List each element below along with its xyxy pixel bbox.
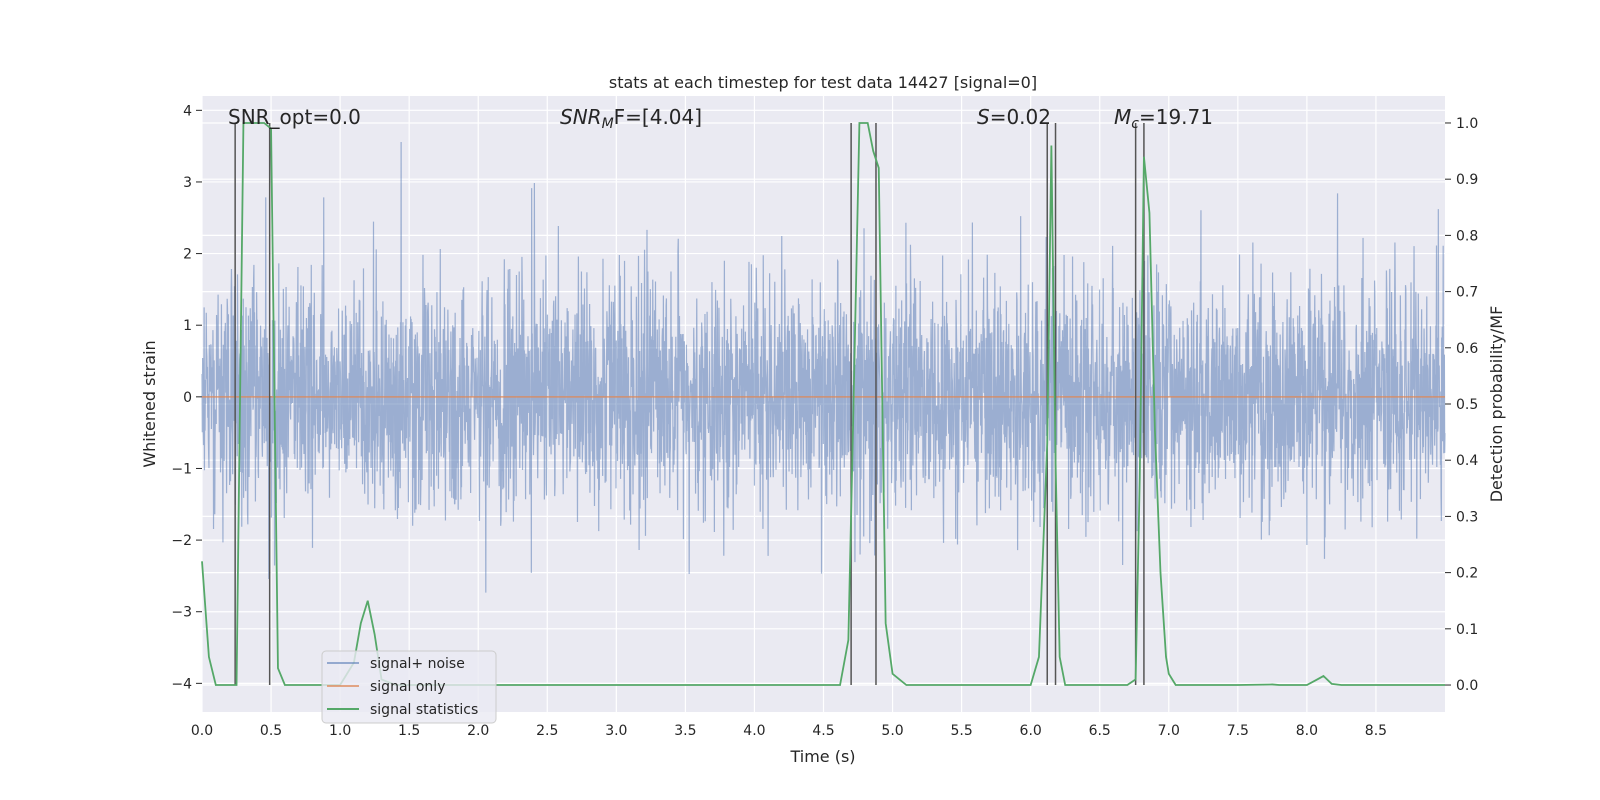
- annotation-mc-main: M: [1114, 105, 1131, 129]
- x-tick-label: 6.5: [1089, 723, 1111, 739]
- y-tick-label: −3: [171, 605, 192, 621]
- annotation-s-rest: =0.02: [990, 105, 1051, 129]
- x-tick-label: 4.0: [743, 723, 765, 739]
- annotation-snr-mf: SNRMF=[4.04]: [560, 105, 702, 132]
- x-tick-label: 2.0: [467, 723, 489, 739]
- statistics-series: [201, 122, 1445, 686]
- legend-label-signal: signal only: [370, 679, 445, 695]
- y-tick-label: −1: [171, 461, 192, 477]
- annotation-mc-sub: c: [1131, 116, 1139, 132]
- x-tick-label: 5.0: [881, 723, 903, 739]
- x-tick-label: 0.0: [191, 723, 213, 739]
- statistics-line: [201, 122, 1445, 686]
- y2-tick-label: 0.2: [1456, 566, 1478, 582]
- annotation-s-main: S: [977, 105, 990, 129]
- annotation-mc: Mc=19.71: [1114, 105, 1213, 132]
- annotation-snr-mf-main: SNR: [560, 105, 602, 129]
- x-tick-label: 7.0: [1158, 723, 1180, 739]
- legend-label-noise: signal+ noise: [370, 656, 465, 672]
- y-tick-labels: −4 −3 −2 −1 0 1 2 3 4: [171, 103, 192, 692]
- annotation-snr-mf-sub: M: [602, 116, 614, 132]
- legend-box: [321, 650, 497, 724]
- noise-line: [201, 142, 1446, 593]
- y2-tick-label: 1.0: [1456, 116, 1478, 132]
- y-tick-label: 3: [183, 175, 192, 191]
- x-tick-label: 8.5: [1365, 723, 1387, 739]
- x-tick-label: 3.5: [674, 723, 696, 739]
- annotation-s: S=0.02: [977, 105, 1051, 129]
- annotation-mc-rest: =19.71: [1139, 105, 1213, 129]
- y-tick-label: 4: [183, 103, 192, 119]
- x-tick-label: 5.5: [950, 723, 972, 739]
- annotation-snr-mf-rest: F=[4.04]: [614, 105, 702, 129]
- y2-tick-label: 0.3: [1456, 509, 1478, 525]
- y2-axis-label: Detection probability/MF: [1487, 306, 1506, 503]
- y2-tick-label: 0.4: [1456, 453, 1478, 469]
- x-axis-label: Time (s): [789, 747, 855, 766]
- chart-title: stats at each timestep for test data 144…: [609, 73, 1037, 92]
- noise-series: [201, 142, 1446, 593]
- y2-tick-label: 0.0: [1456, 678, 1478, 694]
- legend-label-statistics: signal statistics: [370, 702, 478, 718]
- x-tick-label: 3.0: [605, 723, 627, 739]
- x-tick-label: 2.5: [536, 723, 558, 739]
- y2-tick-label: 0.7: [1456, 285, 1478, 301]
- x-tick-label: 1.0: [329, 723, 351, 739]
- x-tick-labels: 0.0 0.5 1.0 1.5 2.0 2.5 3.0 3.5 4.0 4.5 5.0 5.5 6.0 6…: [191, 723, 1387, 739]
- y2-tick-label: 0.6: [1456, 341, 1478, 357]
- y2-tick-label: 0.9: [1456, 172, 1478, 188]
- x-tick-label: 1.5: [398, 723, 420, 739]
- y2-tick-labels: 0.0 0.1 0.2 0.3 0.4 0.5 0.6 0.7 0.8 0.9 1.0: [1456, 116, 1478, 694]
- annotation-snr-opt: SNR_opt=0.0: [228, 105, 361, 129]
- y-tick-label: 1: [183, 318, 192, 334]
- y2-tick-label: 0.1: [1456, 622, 1478, 638]
- legend: signal+ noise signal only signal statist…: [321, 650, 497, 724]
- x-tick-label: 6.0: [1020, 723, 1042, 739]
- y-tick-label: −4: [171, 676, 192, 692]
- y-tick-label: 0: [183, 390, 192, 406]
- y2-tick-label: 0.8: [1456, 228, 1478, 244]
- x-tick-label: 7.5: [1227, 723, 1249, 739]
- x-tick-label: 0.5: [260, 723, 282, 739]
- y-tick-label: 2: [183, 247, 192, 263]
- x-tick-label: 4.5: [812, 723, 834, 739]
- y-tick-label: −2: [171, 533, 192, 549]
- y2-tick-label: 0.5: [1456, 397, 1478, 413]
- x-tick-label: 8.0: [1296, 723, 1318, 739]
- y-axis-label: Whitened strain: [140, 340, 159, 467]
